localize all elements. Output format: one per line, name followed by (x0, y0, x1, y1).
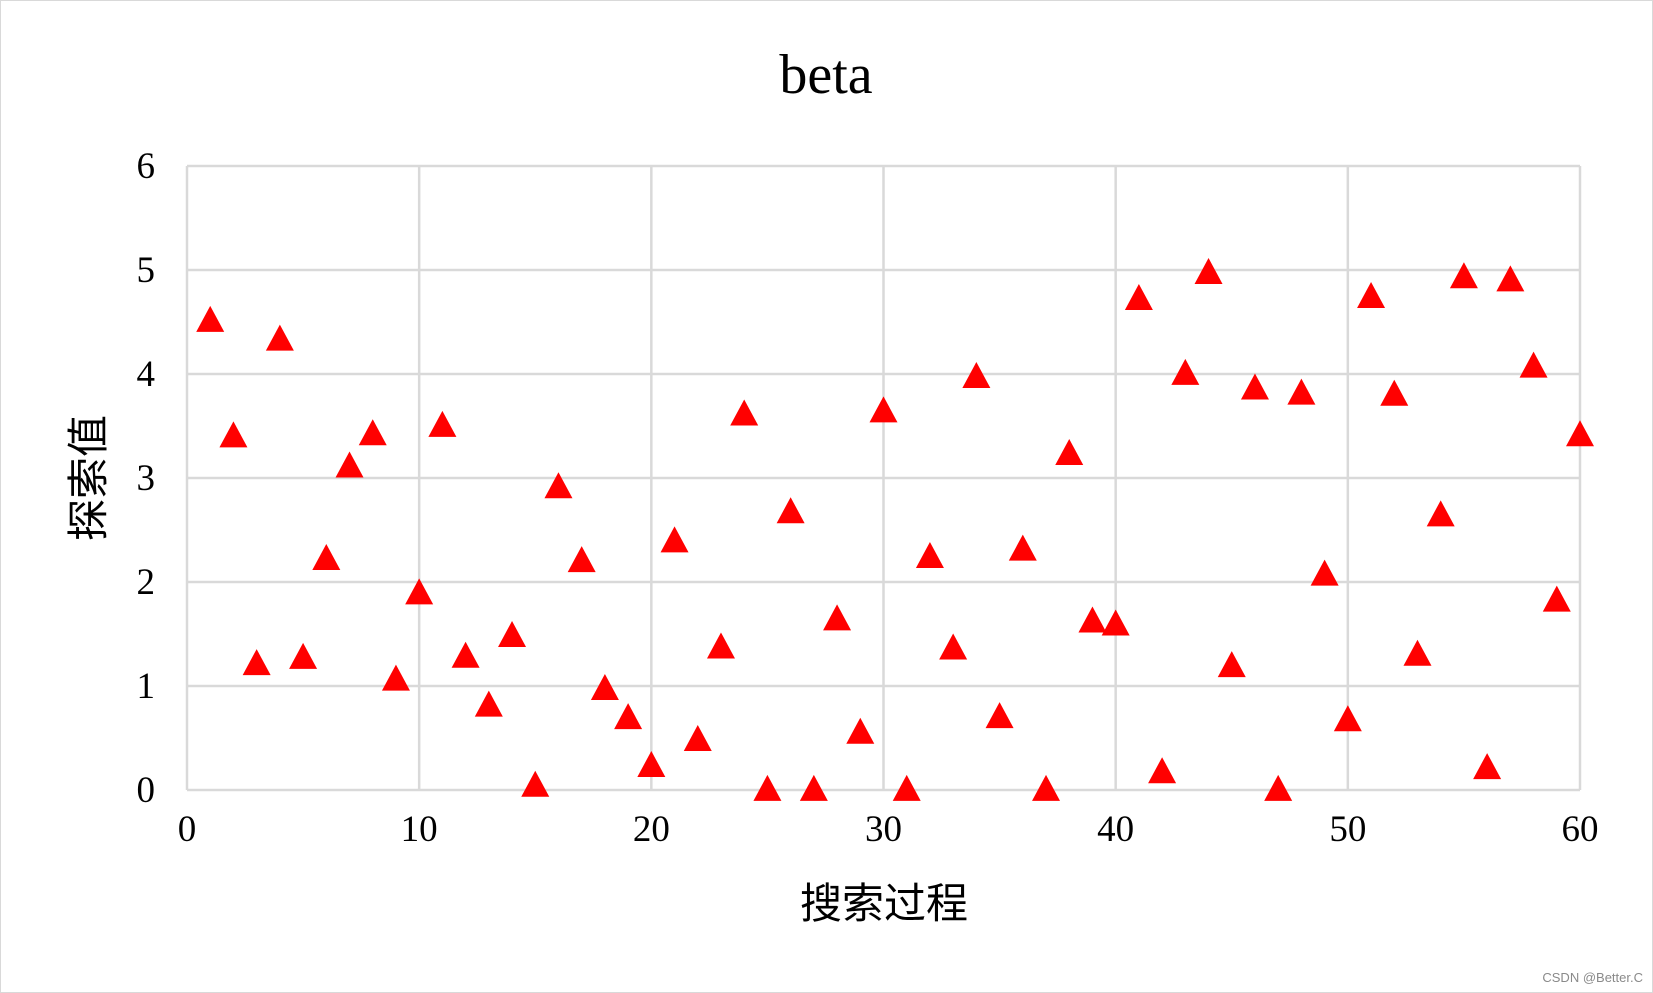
watermark: CSDN @Better.C (1542, 970, 1643, 985)
data-point (823, 604, 852, 631)
data-point (1566, 420, 1594, 447)
data-point (428, 410, 457, 437)
data-point (869, 396, 898, 423)
data-point (660, 526, 689, 553)
data-point (312, 544, 341, 571)
data-point (1101, 609, 1130, 636)
data-point (1287, 378, 1316, 405)
data-point (474, 690, 503, 717)
data-point (289, 642, 318, 669)
x-tick-label: 20 (633, 809, 670, 850)
data-point (1380, 379, 1409, 406)
data-point (683, 725, 712, 751)
data-point (405, 578, 434, 605)
y-tick-label: 0 (137, 770, 156, 811)
data-point (521, 770, 550, 797)
y-tick-label: 2 (137, 562, 156, 603)
x-tick-label: 10 (401, 809, 438, 850)
data-point (730, 399, 759, 426)
data-point (776, 497, 805, 524)
data-point (381, 664, 410, 691)
data-point (219, 421, 248, 448)
data-point (544, 472, 573, 499)
data-point (1310, 559, 1339, 586)
data-point (1449, 262, 1478, 289)
data-point (614, 703, 643, 730)
data-point (1240, 373, 1269, 400)
data-point (1171, 358, 1200, 385)
data-point (1542, 585, 1571, 612)
data-point (1264, 774, 1293, 801)
y-tick-label: 4 (137, 354, 156, 395)
y-tick-label: 6 (137, 146, 156, 187)
data-point (1008, 534, 1037, 561)
data-point (706, 632, 735, 659)
data-point (265, 324, 294, 351)
chart-title: beta (779, 44, 872, 106)
x-tick-label: 30 (865, 809, 902, 850)
data-point (498, 621, 527, 647)
data-point (846, 717, 875, 744)
data-point (939, 633, 968, 660)
data-point (915, 541, 944, 568)
data-point (1403, 639, 1432, 666)
data-point (590, 674, 619, 701)
data-point (1357, 281, 1386, 308)
data-point (1473, 753, 1502, 780)
data-point (196, 305, 225, 332)
x-tick-label: 0 (178, 809, 197, 850)
x-axis-label: 搜索过程 (800, 879, 968, 928)
data-point (1124, 284, 1153, 311)
data-point (335, 451, 364, 478)
data-point (358, 419, 387, 446)
x-tick-label: 50 (1329, 809, 1366, 850)
data-point (1148, 757, 1177, 784)
data-point (985, 702, 1014, 729)
data-point (753, 774, 782, 801)
data-point (1496, 265, 1525, 292)
x-tick-label: 40 (1097, 809, 1134, 850)
y-tick-label: 1 (137, 666, 156, 707)
data-point (1055, 439, 1084, 465)
data-point (567, 546, 596, 573)
y-axis-label: 探索值 (64, 415, 113, 541)
data-point (962, 362, 991, 389)
data-point (1078, 606, 1107, 633)
data-point (1333, 705, 1362, 732)
data-points (196, 258, 1594, 801)
data-point (242, 649, 271, 676)
data-point (799, 774, 828, 801)
data-point (1217, 651, 1246, 678)
x-tick-label: 60 (1562, 809, 1599, 850)
data-point (1519, 351, 1548, 378)
data-point (1194, 258, 1223, 285)
grid-lines (185, 164, 1582, 792)
data-point (451, 641, 480, 668)
data-point (1426, 500, 1455, 527)
y-tick-label: 5 (137, 250, 156, 291)
data-point (1032, 774, 1061, 801)
data-point (637, 751, 666, 777)
y-tick-label: 3 (137, 458, 156, 499)
data-point (892, 774, 921, 801)
